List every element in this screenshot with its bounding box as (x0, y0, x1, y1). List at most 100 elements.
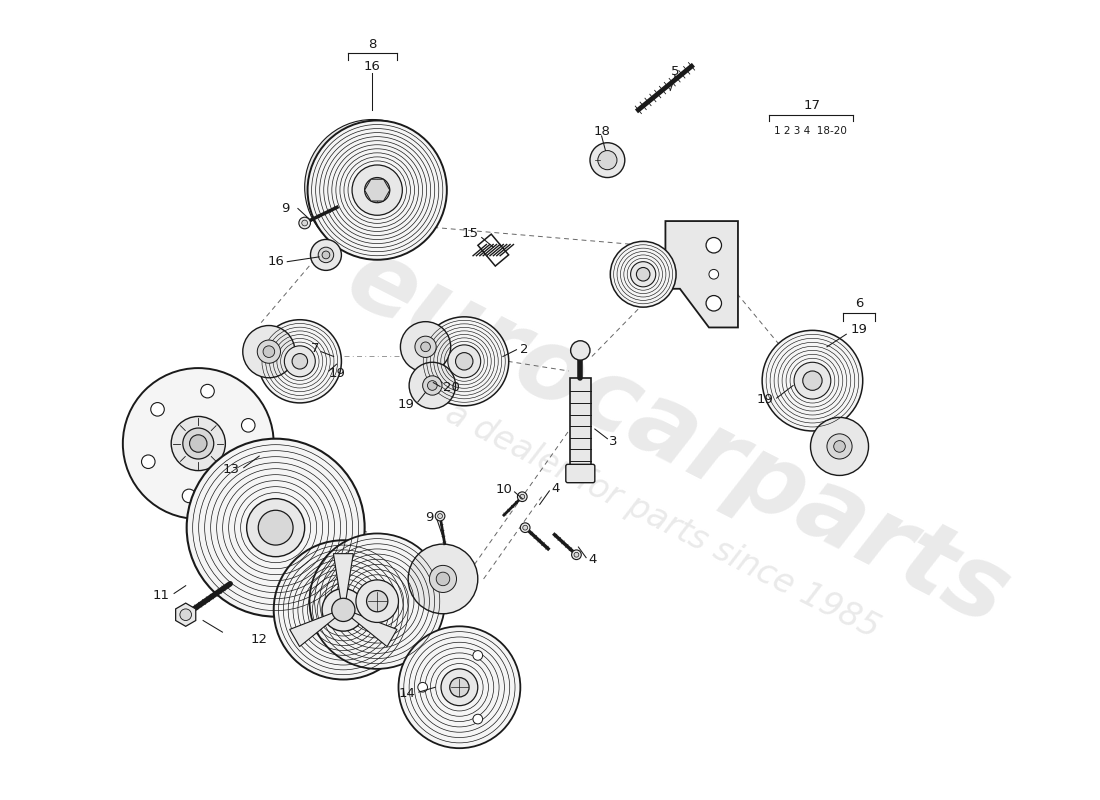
Text: 2: 2 (520, 343, 529, 356)
Circle shape (429, 566, 456, 593)
Text: 9: 9 (282, 202, 289, 215)
Circle shape (309, 534, 444, 669)
Circle shape (243, 326, 295, 378)
Circle shape (610, 242, 676, 307)
Circle shape (827, 434, 853, 459)
Circle shape (517, 492, 527, 502)
Text: 18: 18 (593, 125, 611, 138)
Circle shape (637, 267, 650, 281)
Circle shape (242, 418, 255, 432)
Circle shape (520, 523, 530, 533)
Circle shape (441, 669, 477, 706)
Circle shape (318, 247, 333, 262)
Circle shape (590, 142, 625, 178)
Circle shape (706, 295, 722, 311)
Text: 19: 19 (850, 323, 867, 336)
Circle shape (438, 514, 442, 518)
Circle shape (246, 498, 305, 557)
Text: 13: 13 (223, 463, 240, 476)
Circle shape (803, 371, 822, 390)
Text: 1 2 3 4  18-20: 1 2 3 4 18-20 (774, 126, 847, 136)
Circle shape (420, 342, 430, 352)
FancyBboxPatch shape (565, 464, 595, 482)
Circle shape (305, 119, 440, 255)
Text: 8: 8 (368, 38, 376, 50)
Text: 4: 4 (551, 482, 560, 495)
Circle shape (520, 494, 525, 499)
Text: 6: 6 (855, 297, 864, 310)
Circle shape (436, 511, 444, 521)
Circle shape (450, 678, 469, 697)
Text: 9: 9 (425, 511, 433, 525)
Circle shape (422, 376, 442, 395)
Circle shape (408, 544, 477, 614)
Circle shape (418, 682, 428, 692)
Circle shape (794, 362, 830, 399)
Circle shape (274, 540, 412, 679)
Circle shape (448, 345, 481, 378)
Circle shape (263, 346, 275, 358)
Text: 3: 3 (609, 435, 618, 448)
Circle shape (706, 238, 722, 253)
Circle shape (183, 428, 213, 459)
Circle shape (257, 340, 280, 363)
Text: 5: 5 (671, 65, 680, 78)
Text: a dealer for parts since 1985: a dealer for parts since 1985 (440, 397, 886, 645)
Polygon shape (570, 378, 591, 467)
Circle shape (455, 353, 473, 370)
Circle shape (189, 435, 207, 452)
Text: 7: 7 (310, 342, 319, 355)
Circle shape (522, 526, 528, 530)
Circle shape (811, 418, 869, 475)
Circle shape (400, 322, 451, 372)
Circle shape (187, 438, 364, 617)
Polygon shape (350, 612, 397, 646)
Circle shape (183, 489, 196, 502)
Text: 19: 19 (397, 398, 414, 411)
Circle shape (437, 572, 450, 586)
Circle shape (415, 336, 437, 358)
Text: eurocarparts: eurocarparts (330, 230, 1024, 647)
Circle shape (420, 317, 508, 406)
Circle shape (473, 714, 483, 724)
Circle shape (366, 590, 388, 612)
Circle shape (428, 381, 437, 390)
Text: 14: 14 (399, 686, 416, 699)
Circle shape (285, 346, 316, 377)
Circle shape (301, 220, 308, 226)
Circle shape (151, 402, 164, 416)
Circle shape (834, 441, 845, 452)
Text: 4: 4 (588, 553, 596, 566)
Circle shape (332, 598, 355, 622)
Polygon shape (333, 554, 353, 601)
Circle shape (200, 384, 214, 398)
Circle shape (322, 251, 330, 258)
Polygon shape (176, 603, 196, 626)
Circle shape (597, 150, 617, 170)
Circle shape (398, 626, 520, 748)
Text: 16: 16 (267, 255, 284, 268)
Circle shape (762, 330, 862, 431)
Text: 19: 19 (757, 394, 773, 406)
Text: 17: 17 (804, 98, 821, 111)
Circle shape (308, 534, 437, 662)
Text: 16: 16 (364, 60, 381, 73)
Text: 15: 15 (462, 227, 478, 240)
Circle shape (232, 471, 245, 485)
Circle shape (708, 270, 718, 279)
Text: 19: 19 (329, 367, 345, 380)
Circle shape (299, 218, 310, 229)
Circle shape (258, 510, 293, 545)
Text: 12: 12 (251, 634, 267, 646)
Circle shape (356, 580, 398, 622)
Circle shape (352, 165, 403, 215)
Circle shape (630, 262, 656, 287)
Circle shape (308, 121, 447, 260)
Polygon shape (364, 179, 389, 201)
Circle shape (172, 417, 225, 470)
Circle shape (409, 362, 455, 409)
Circle shape (364, 178, 389, 202)
Circle shape (574, 552, 579, 557)
Circle shape (473, 650, 483, 660)
Text: 11: 11 (152, 589, 169, 602)
